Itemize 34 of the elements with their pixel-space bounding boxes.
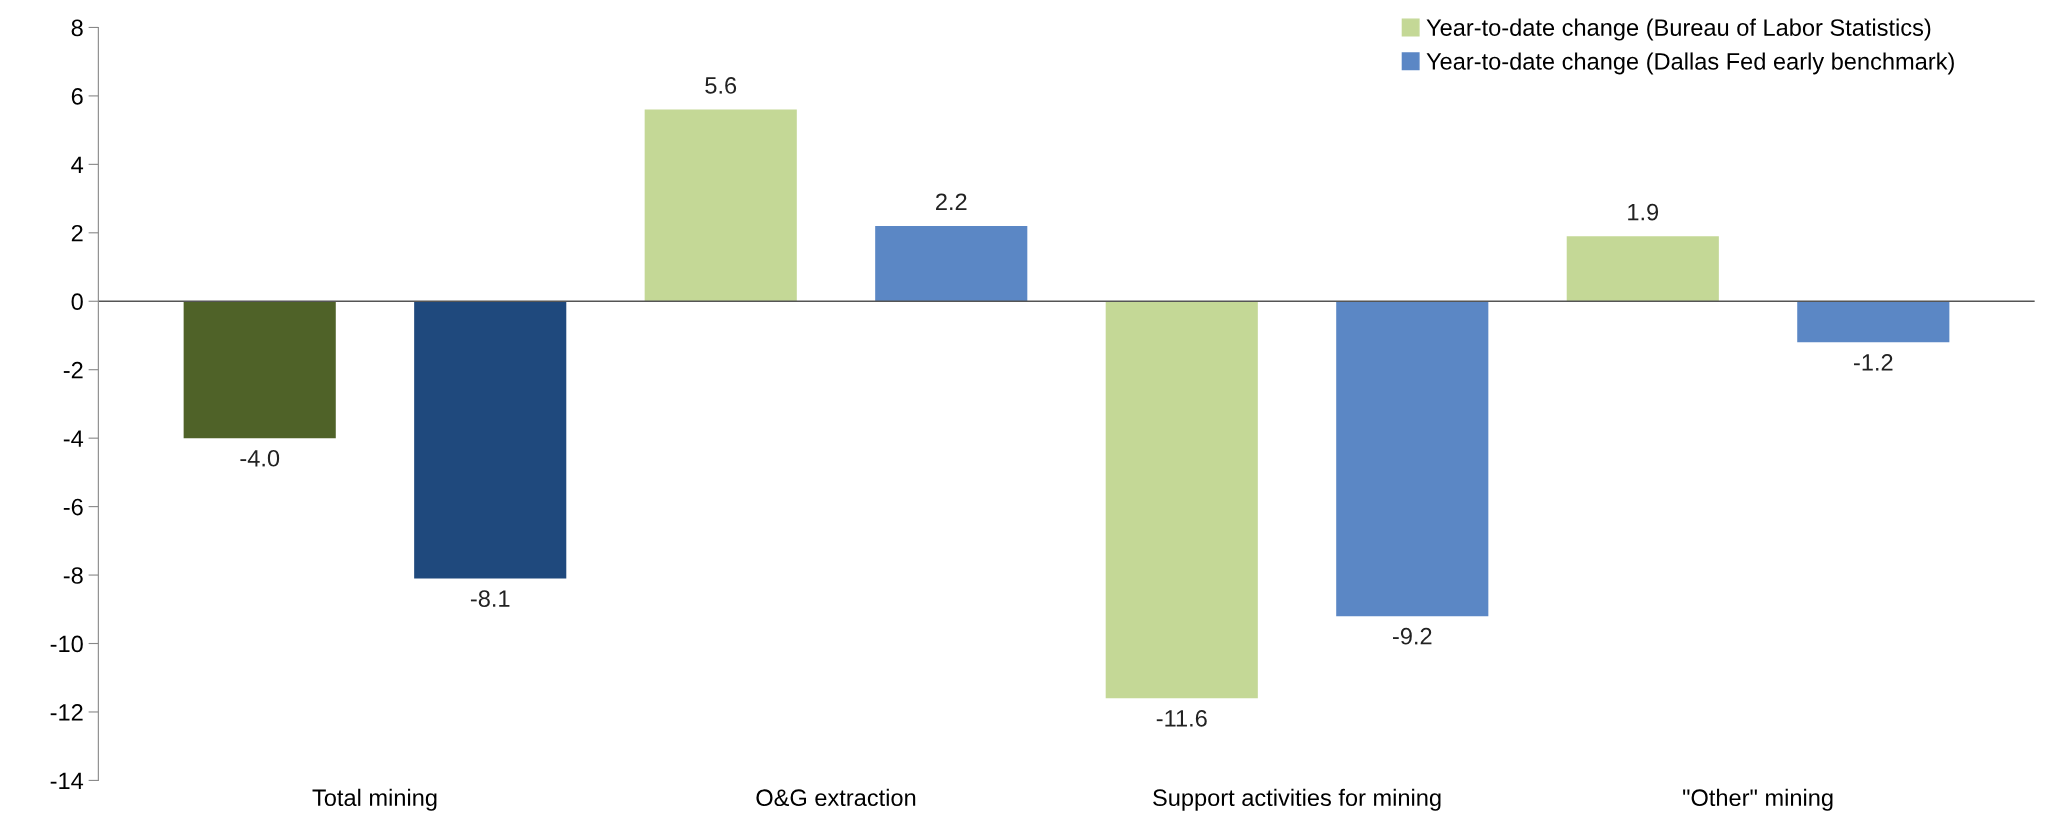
data-label: 1.9 [1628, 203, 1659, 221]
data-label: -4.0 [240, 449, 280, 467]
y-tick-label: 4 [71, 156, 84, 173]
y-tick-label: 2 [71, 224, 83, 242]
bar [644, 109, 797, 302]
data-label: 2.2 [936, 193, 967, 210]
bar [414, 301, 567, 579]
bar [1566, 236, 1719, 302]
data-label: -8.1 [470, 590, 510, 607]
y-tick-label: -6 [63, 498, 83, 516]
bar [875, 225, 1028, 302]
x-tick-label: O&G extraction [756, 788, 916, 807]
bar [183, 301, 336, 439]
y-tick-label: 6 [71, 87, 83, 105]
data-label: -1.2 [1854, 354, 1893, 371]
data-label: -11.6 [1156, 710, 1207, 727]
bar [1336, 301, 1489, 617]
y-tick-label: -10 [50, 635, 83, 653]
bar [1797, 301, 1950, 343]
y-tick-label: 0 [71, 293, 83, 311]
y-tick-label: -8 [63, 567, 83, 584]
data-label: -9.2 [1392, 627, 1432, 645]
bar [1105, 301, 1258, 699]
y-tick-label: -2 [63, 361, 83, 379]
x-tick-label: Support activities for mining [1153, 788, 1441, 811]
y-tick-label: -14 [50, 772, 84, 789]
legend-label: Year-to-date change (Dallas Fed early benchmark) [1426, 52, 1954, 75]
x-tick-label: "Other" mining [1683, 788, 1833, 811]
y-tick-label: 8 [71, 19, 83, 37]
y-tick-label: -4 [63, 430, 84, 447]
legend-label: Year-to-date change (Bureau of Labor Statistics) [1426, 18, 1931, 41]
y-tick-label: -12 [50, 704, 83, 721]
data-label: 5.6 [705, 77, 737, 94]
x-tick-label: Total mining [312, 788, 437, 811]
